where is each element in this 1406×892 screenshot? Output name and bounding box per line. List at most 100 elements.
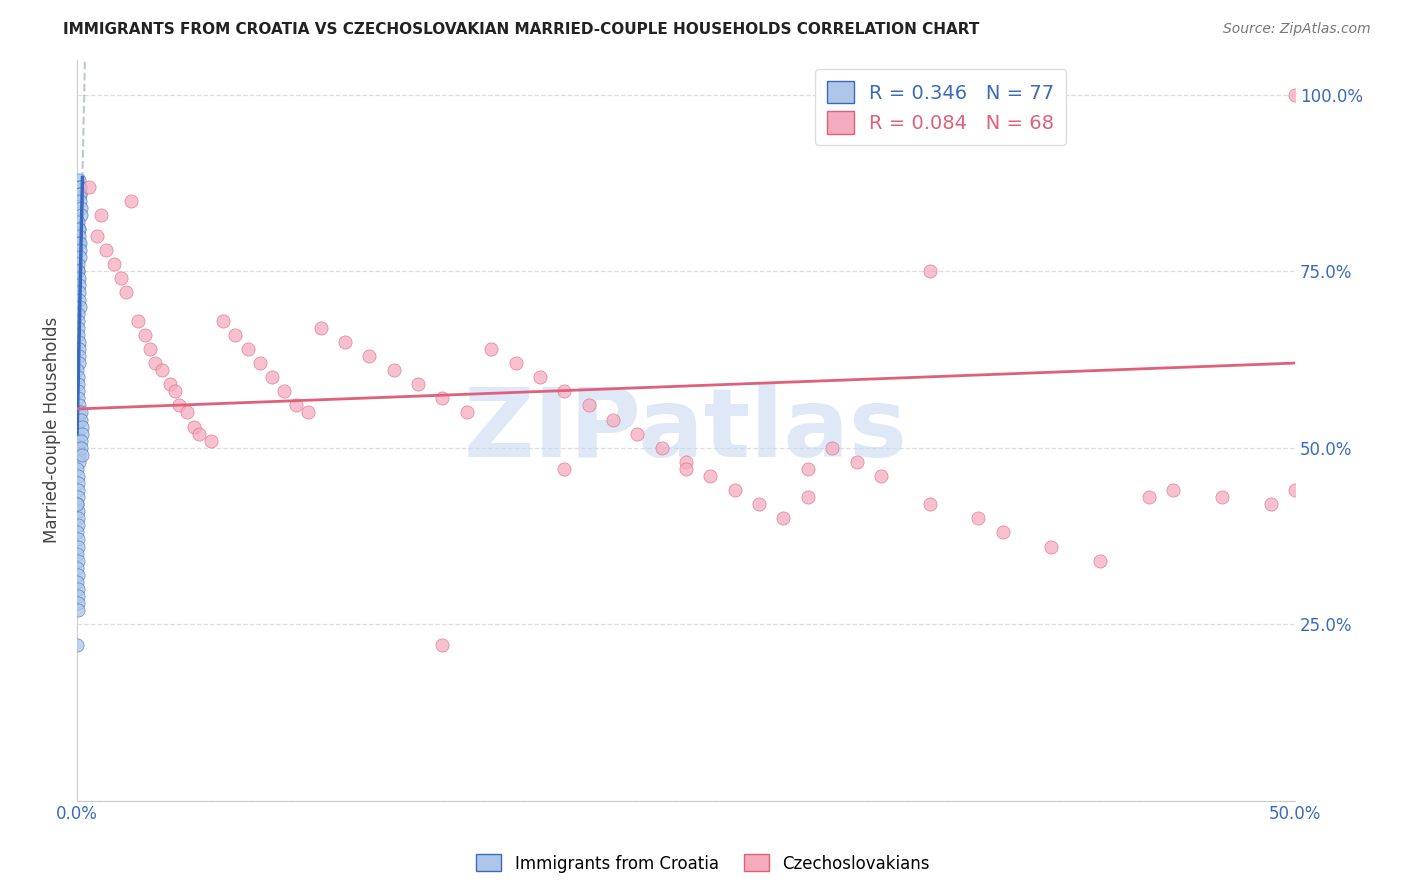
Point — [1137, 490, 1160, 504]
Point — [67, 603, 90, 617]
Point — [90, 208, 112, 222]
Point — [991, 525, 1014, 540]
Point — [69, 300, 91, 314]
Point — [479, 342, 502, 356]
Point — [139, 342, 162, 356]
Text: Source: ZipAtlas.com: Source: ZipAtlas.com — [1223, 22, 1371, 37]
Point — [69, 250, 91, 264]
Point — [67, 405, 90, 419]
Point — [675, 462, 697, 476]
Point — [553, 384, 575, 399]
Point — [66, 533, 89, 547]
Point — [772, 511, 794, 525]
Point — [70, 419, 93, 434]
Point — [67, 285, 90, 300]
Point — [134, 327, 156, 342]
Point — [176, 405, 198, 419]
Point — [66, 554, 89, 568]
Point — [1284, 483, 1306, 497]
Point — [748, 497, 770, 511]
Point — [66, 589, 89, 603]
Point — [70, 441, 93, 455]
Point — [821, 441, 844, 455]
Point — [66, 314, 89, 328]
Point — [797, 490, 820, 504]
Point — [67, 490, 90, 504]
Point — [66, 504, 89, 518]
Legend: R = 0.346   N = 77, R = 0.084   N = 68: R = 0.346 N = 77, R = 0.084 N = 68 — [815, 70, 1066, 145]
Point — [66, 434, 89, 448]
Point — [66, 426, 89, 441]
Point — [70, 448, 93, 462]
Point — [67, 278, 90, 293]
Point — [67, 222, 90, 236]
Point — [159, 377, 181, 392]
Point — [236, 342, 259, 356]
Point — [432, 638, 454, 652]
Point — [67, 441, 90, 455]
Point — [285, 398, 308, 412]
Point — [66, 469, 89, 483]
Point — [66, 560, 89, 574]
Point — [200, 434, 222, 448]
Point — [918, 497, 941, 511]
Point — [66, 574, 89, 589]
Point — [67, 327, 90, 342]
Point — [67, 172, 90, 186]
Point — [66, 257, 89, 271]
Point — [918, 264, 941, 278]
Point — [67, 392, 90, 406]
Point — [66, 370, 89, 384]
Point — [67, 264, 90, 278]
Point — [66, 525, 89, 540]
Text: ZIPatlas: ZIPatlas — [464, 384, 908, 476]
Point — [67, 398, 90, 412]
Point — [67, 349, 90, 363]
Point — [127, 314, 149, 328]
Point — [69, 201, 91, 215]
Point — [66, 497, 89, 511]
Point — [66, 638, 89, 652]
Point — [69, 236, 91, 251]
Point — [72, 426, 94, 441]
Point — [359, 349, 381, 363]
Point — [1040, 540, 1063, 554]
Point — [967, 511, 990, 525]
Point — [1284, 87, 1306, 102]
Point — [1211, 490, 1233, 504]
Point — [260, 370, 283, 384]
Point — [382, 363, 405, 377]
Point — [66, 419, 89, 434]
Point — [249, 356, 271, 370]
Point — [578, 398, 600, 412]
Point — [67, 483, 90, 497]
Point — [69, 243, 91, 257]
Point — [529, 370, 551, 384]
Point — [67, 448, 90, 462]
Point — [67, 222, 90, 236]
Point — [86, 229, 108, 244]
Text: IMMIGRANTS FROM CROATIA VS CZECHOSLOVAKIAN MARRIED-COUPLE HOUSEHOLDS CORRELATION: IMMIGRANTS FROM CROATIA VS CZECHOSLOVAKI… — [63, 22, 980, 37]
Point — [96, 243, 118, 257]
Point — [114, 285, 136, 300]
Point — [67, 441, 90, 455]
Point — [67, 518, 90, 533]
Point — [1260, 497, 1282, 511]
Point — [67, 229, 90, 244]
Point — [432, 392, 454, 406]
Point — [626, 426, 648, 441]
Point — [309, 320, 332, 334]
Point — [406, 377, 429, 392]
Point — [505, 356, 527, 370]
Point — [67, 342, 90, 356]
Point — [69, 186, 91, 201]
Point — [66, 582, 89, 596]
Point — [169, 398, 191, 412]
Point — [67, 236, 90, 251]
Point — [66, 462, 89, 476]
Point — [70, 412, 93, 426]
Point — [699, 469, 721, 483]
Point — [602, 412, 624, 426]
Point — [66, 363, 89, 377]
Point — [67, 320, 90, 334]
